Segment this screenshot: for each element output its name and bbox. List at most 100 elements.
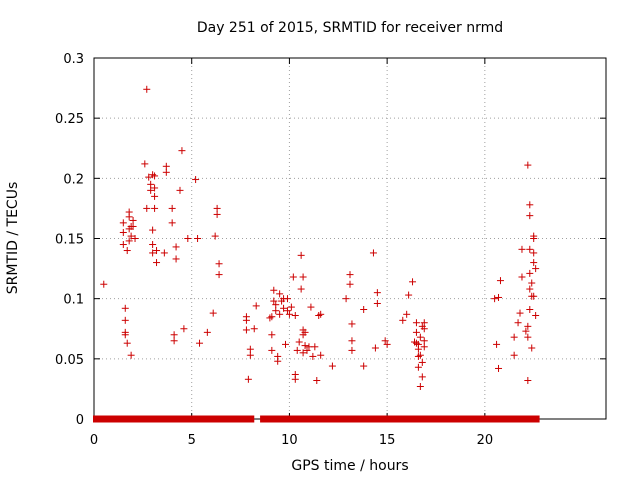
data-point	[526, 285, 534, 293]
data-point	[274, 357, 282, 365]
data-point	[291, 375, 299, 383]
y-tick-label: 0.2	[63, 172, 84, 187]
data-point	[348, 346, 356, 354]
data-point	[399, 316, 407, 324]
data-point	[495, 293, 503, 301]
data-point	[518, 245, 526, 253]
data-point	[100, 280, 108, 288]
data-point	[371, 344, 379, 352]
data-point	[414, 345, 422, 353]
data-point	[526, 201, 534, 209]
data-point	[242, 326, 250, 334]
data-point	[303, 346, 311, 354]
data-point	[510, 351, 518, 359]
data-point	[297, 251, 305, 259]
data-point	[301, 342, 309, 350]
data-point	[289, 273, 297, 281]
data-point	[297, 285, 305, 293]
y-tick-label: 0.15	[55, 233, 84, 248]
data-point	[125, 213, 133, 221]
y-tick-label: 0	[76, 413, 84, 428]
data-point	[149, 241, 157, 249]
x-tick-label: 5	[188, 433, 196, 448]
data-point	[528, 279, 536, 287]
data-point	[131, 235, 139, 242]
zero-value-markers	[93, 415, 255, 423]
data-point	[524, 376, 532, 384]
data-point	[412, 328, 420, 336]
data-point	[147, 180, 155, 188]
data-point	[168, 204, 176, 212]
data-point	[160, 249, 168, 257]
data-point	[416, 383, 424, 391]
data-point	[309, 352, 317, 360]
data-point	[276, 290, 284, 298]
data-point	[295, 338, 303, 346]
data-points	[93, 85, 540, 423]
data-point	[414, 363, 422, 371]
data-point	[381, 337, 389, 345]
data-point	[211, 232, 219, 240]
data-point	[244, 375, 252, 383]
data-point	[526, 245, 534, 253]
data-point	[121, 316, 129, 324]
data-point	[530, 249, 538, 257]
data-point	[123, 339, 131, 347]
data-point	[328, 362, 336, 370]
data-point	[149, 226, 157, 234]
data-point	[418, 358, 426, 366]
data-point	[311, 343, 319, 351]
data-point	[250, 325, 258, 333]
data-point	[270, 286, 278, 294]
data-point	[203, 328, 211, 336]
data-point	[416, 351, 424, 359]
data-point	[369, 249, 377, 257]
data-point	[524, 333, 532, 341]
data-point	[149, 249, 157, 257]
data-point	[293, 346, 301, 354]
data-point	[307, 303, 315, 311]
data-point	[194, 235, 202, 242]
chart-title: Day 251 of 2015, SRMTID for receiver nrm…	[197, 20, 503, 36]
data-point	[172, 255, 180, 263]
data-point	[526, 212, 534, 220]
x-tick-label: 0	[90, 433, 98, 448]
data-point	[119, 228, 127, 236]
grid-lines	[94, 58, 606, 419]
data-point	[514, 319, 522, 327]
x-axis-label: GPS time / hours	[291, 458, 408, 474]
data-point	[268, 313, 276, 321]
data-point	[270, 297, 278, 305]
data-point	[518, 273, 526, 281]
data-point	[373, 289, 381, 297]
data-point	[121, 304, 129, 312]
data-point	[510, 333, 518, 341]
data-point	[119, 241, 127, 249]
data-point	[192, 176, 200, 184]
data-point	[168, 219, 176, 227]
data-point	[346, 280, 354, 288]
data-point	[268, 331, 276, 339]
data-point	[496, 277, 504, 285]
data-point	[373, 299, 381, 307]
y-tick-label: 0.3	[63, 52, 84, 67]
data-point	[246, 351, 254, 359]
data-point	[246, 345, 254, 353]
data-point	[403, 310, 411, 318]
data-point	[285, 310, 293, 318]
data-point	[420, 319, 428, 327]
y-tick-label: 0.1	[63, 293, 84, 308]
data-point	[125, 237, 133, 245]
data-point	[268, 346, 276, 354]
axis-ticks: 0 5 10 15 20 0 0.05 0.1 0.15 0.2 0.25 0.3	[55, 52, 606, 448]
data-point	[127, 232, 135, 240]
data-point	[412, 319, 420, 327]
data-point	[528, 344, 536, 352]
data-point	[119, 219, 127, 227]
data-point	[145, 173, 153, 181]
data-point	[215, 260, 223, 268]
data-point	[180, 325, 188, 333]
y-tick-label: 0.25	[55, 112, 84, 127]
data-point	[151, 192, 159, 200]
